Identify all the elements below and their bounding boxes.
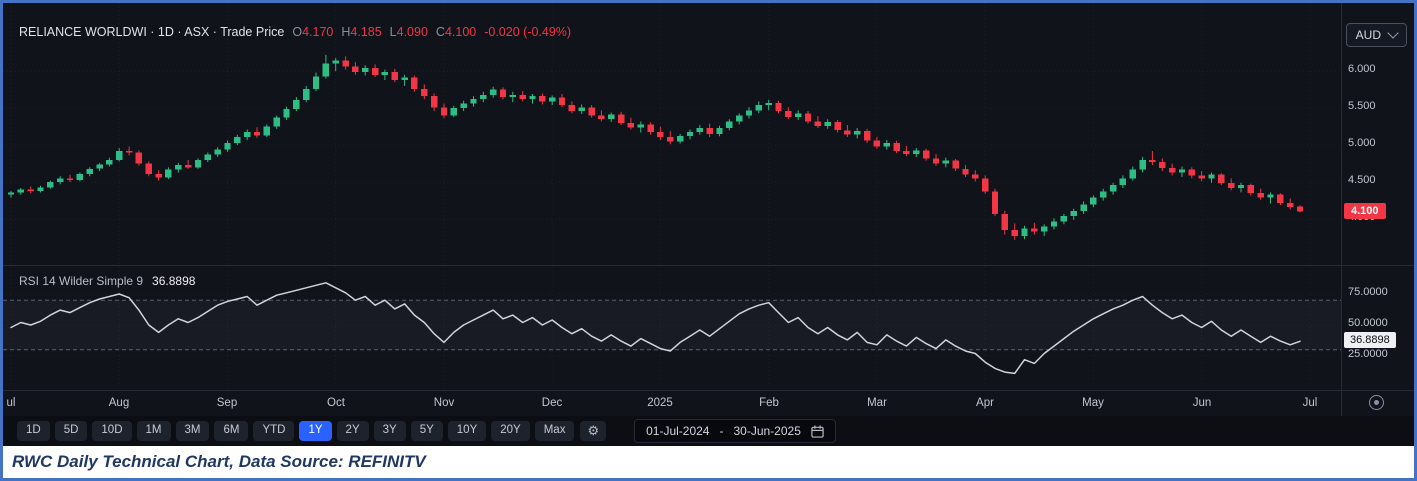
range-button-10d[interactable]: 10D: [92, 421, 132, 441]
rsi-tick-label: 25.0000: [1348, 348, 1388, 360]
close-label: C: [435, 25, 445, 39]
price-tick-label: 5.500: [1348, 100, 1376, 113]
price-tick-label: 4.500: [1348, 174, 1376, 187]
time-axis[interactable]: ul Aug Sep Oct Nov Dec 2025 Feb Mar Apr May Jun Jul: [3, 391, 1341, 416]
range-button-6m[interactable]: 6M: [214, 421, 249, 441]
range-button-max[interactable]: Max: [534, 421, 575, 441]
date-range-end: 30-Jun-2025: [733, 424, 801, 438]
time-tick-label: Dec: [541, 397, 563, 409]
chart-canvas[interactable]: [3, 3, 1341, 390]
rsi-value: 36.8898: [152, 274, 196, 288]
time-tick-label: Jun: [1192, 397, 1212, 409]
range-button-3y[interactable]: 3Y: [373, 421, 406, 441]
symbol-title: RELIANCE WORLDWI · 1D · ASX · Trade Pric…: [19, 25, 285, 39]
time-tick-label: Sep: [216, 397, 238, 409]
caption-bar: RWC Daily Technical Chart, Data Source: …: [3, 446, 1414, 478]
price-tick-label: 6.000: [1348, 63, 1376, 76]
low-value: 4.090: [396, 25, 428, 39]
crosshair-target-icon[interactable]: [1369, 395, 1384, 410]
trading-chart-app: RELIANCE WORLDWI · 1D · ASX · Trade Pric…: [3, 3, 1414, 446]
caption-text: RWC Daily Technical Chart, Data Source: …: [12, 452, 426, 471]
bottom-toolbar: 1D 5D 10D 1M 3M 6M YTD 1Y 2Y 3Y 5Y 10Y 20Y Max ⚙ 01-J…: [3, 416, 1414, 446]
rsi-tick-label: 50.0000: [1348, 317, 1388, 329]
price-scale-divider: [1341, 3, 1342, 416]
range-button-1d[interactable]: 1D: [17, 421, 50, 441]
change-value: -0.020 (-0.49%): [484, 25, 572, 39]
range-button-20y[interactable]: 20Y: [491, 421, 530, 441]
price-tick-label: 5.000: [1348, 137, 1376, 150]
currency-label: AUD: [1355, 28, 1381, 42]
time-tick-label: Aug: [108, 397, 130, 409]
calendar-icon: [811, 424, 824, 438]
time-tick-label: Apr: [976, 397, 994, 409]
range-button-1y[interactable]: 1Y: [299, 421, 332, 441]
time-tick-label: Mar: [867, 397, 887, 409]
range-button-1m[interactable]: 1M: [136, 421, 171, 441]
open-value: 4.170: [302, 25, 334, 39]
time-tick-label: ul: [6, 397, 16, 409]
last-price-badge: 4.100: [1344, 202, 1386, 219]
pane-divider[interactable]: [3, 265, 1414, 266]
date-range-separator: -: [719, 424, 724, 438]
time-axis-divider: [3, 390, 1414, 391]
rsi-legend: RSI 14 Wilder Simple 9 36.8898: [19, 274, 195, 288]
range-button-5y[interactable]: 5Y: [410, 421, 443, 441]
chevron-down-icon: [1387, 27, 1399, 39]
range-buttons: 1D 5D 10D 1M 3M 6M YTD 1Y 2Y 3Y 5Y 10Y 20Y Max: [17, 421, 575, 441]
currency-dropdown[interactable]: AUD: [1345, 23, 1407, 47]
range-button-2y[interactable]: 2Y: [336, 421, 369, 441]
rsi-value-badge: 36.8898: [1344, 332, 1396, 349]
high-label: H: [341, 25, 351, 39]
date-range-picker[interactable]: 01-Jul-2024 - 30-Jun-2025: [634, 419, 836, 443]
low-label: L: [389, 25, 397, 39]
date-range-start: 01-Jul-2024: [646, 424, 710, 438]
gear-icon: ⚙: [587, 423, 600, 439]
settings-button[interactable]: ⚙: [580, 421, 607, 441]
time-tick-label: May: [1082, 397, 1104, 409]
time-tick-label: Feb: [759, 397, 779, 409]
range-button-10y[interactable]: 10Y: [447, 421, 487, 441]
rsi-tick-label: 75.0000: [1348, 286, 1388, 298]
range-button-5d[interactable]: 5D: [54, 421, 88, 441]
range-button-3m[interactable]: 3M: [175, 421, 210, 441]
open-label: O: [292, 25, 303, 39]
price-scale[interactable]: 4.0004.5005.0005.5006.00025.000050.00007…: [1342, 3, 1414, 390]
time-tick-label: Nov: [433, 397, 455, 409]
range-button-ytd[interactable]: YTD: [253, 421, 295, 441]
main-chart-legend: RELIANCE WORLDWI · 1D · ASX · Trade Pric…: [19, 25, 571, 39]
time-tick-label: Oct: [327, 397, 345, 409]
high-value: 4.185: [350, 25, 382, 39]
close-value: 4.100: [444, 25, 477, 39]
time-tick-label: 2025: [647, 397, 673, 409]
time-tick-label: Jul: [1302, 397, 1318, 409]
rsi-title: RSI 14 Wilder Simple 9: [19, 274, 144, 288]
